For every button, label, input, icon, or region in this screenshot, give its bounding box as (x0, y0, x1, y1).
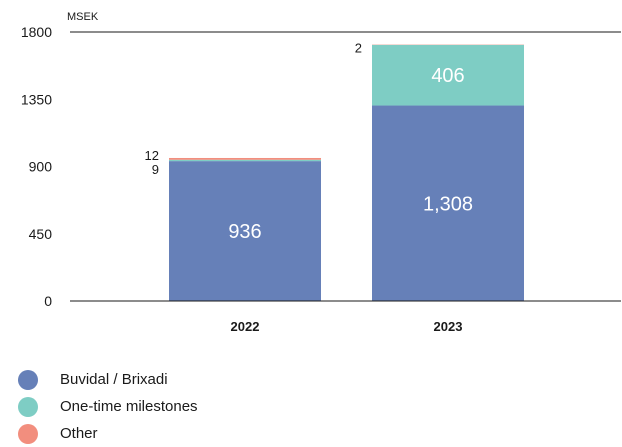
y-tick-label: 900 (29, 159, 53, 175)
bar-segment (169, 161, 321, 301)
bar-segment (372, 44, 524, 106)
bar-segment (372, 105, 524, 301)
legend-item-buvidal-brixadi: Buvidal / Brixadi (18, 366, 198, 393)
data-label: 936 (228, 221, 261, 243)
stacked-bar-chart: MSEK 0 450 900 1350 1800 936 912 1,308 406 2 202… (21, 11, 621, 334)
bar-segment (169, 159, 321, 162)
x-tick-label: 2023 (434, 319, 463, 334)
y-tick-label: 450 (29, 226, 53, 242)
legend-item-one-time-milestones: One-time milestones (18, 393, 198, 420)
data-label: 12 (145, 148, 159, 163)
legend: Buvidal / Brixadi One-time milestones Ot… (18, 366, 198, 447)
x-axis-ticks: 2022 2023 (231, 319, 463, 334)
bar-segment (169, 157, 321, 160)
data-labels: 936 912 1,308 406 2 (145, 41, 474, 244)
y-tick-label: 1350 (21, 91, 52, 107)
x-tick-label: 2022 (231, 319, 260, 334)
legend-label: Other (60, 425, 98, 442)
data-label: 406 (431, 65, 464, 87)
legend-swatch (18, 369, 38, 390)
legend-swatch (18, 423, 38, 444)
y-tick-label: 0 (44, 293, 52, 309)
legend-item-other: Other (18, 420, 198, 447)
data-label: 2 (355, 41, 362, 56)
bars (169, 44, 524, 301)
data-label: 9 (152, 162, 159, 177)
legend-label: One-time milestones (60, 398, 198, 415)
y-axis-ticks: 0 450 900 1350 1800 (21, 24, 52, 309)
y-tick-label: 1800 (21, 24, 52, 40)
data-label: 1,308 (423, 193, 473, 215)
unit-label: MSEK (67, 11, 99, 23)
legend-label: Buvidal / Brixadi (60, 371, 168, 388)
legend-swatch (18, 396, 38, 417)
